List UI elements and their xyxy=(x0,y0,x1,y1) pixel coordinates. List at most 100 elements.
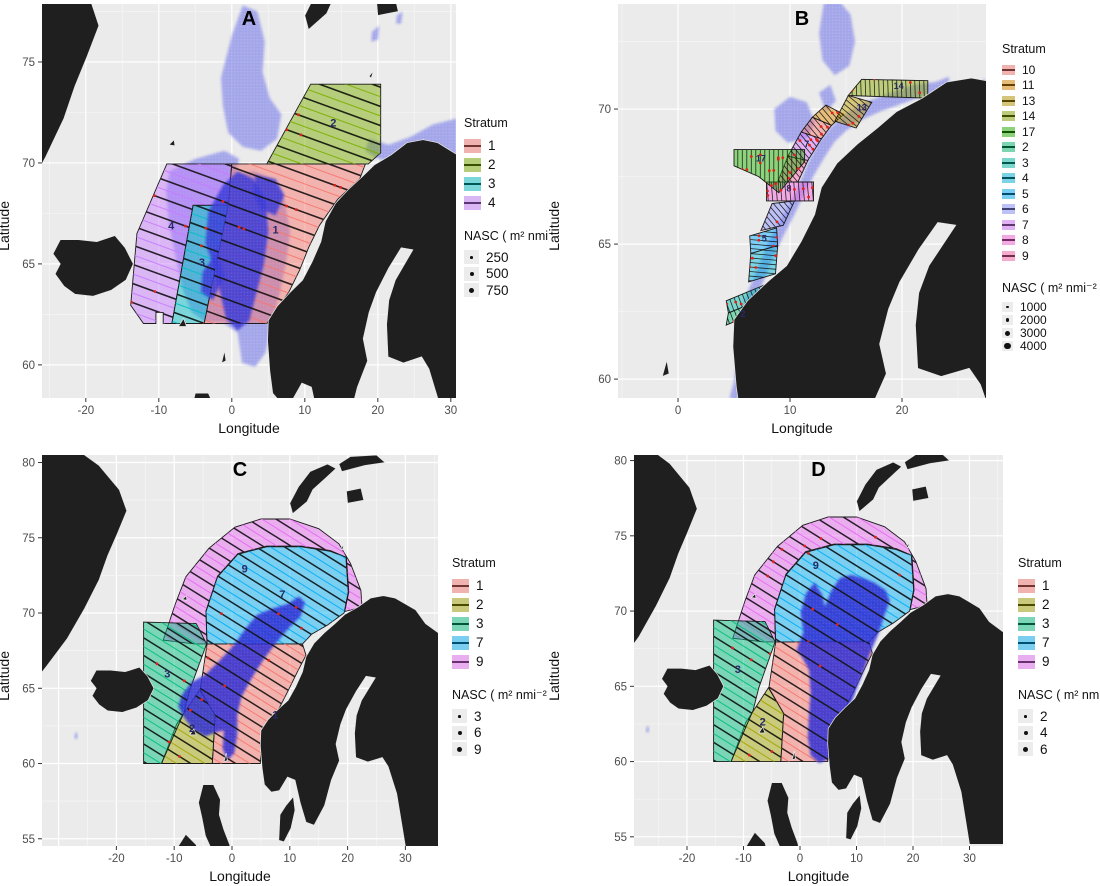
stratum-stripe xyxy=(130,283,232,324)
nasc-sample-dot xyxy=(757,238,761,242)
transect-line xyxy=(200,652,306,755)
faroe-landmass xyxy=(177,317,187,327)
stratum-color-swatch xyxy=(452,635,469,650)
nasc-sample-dot xyxy=(285,204,288,208)
stratum-color-swatch xyxy=(1002,204,1015,215)
stratum-legend-items: 1 2 3 7 9 xyxy=(1018,576,1100,671)
svalbard1-landmass xyxy=(856,461,903,513)
panel-letter: A xyxy=(241,8,257,30)
stratum-number-label: 2 xyxy=(189,723,195,735)
shetland-landmass xyxy=(661,360,670,377)
x-tick-label: 10 xyxy=(784,405,797,417)
transect-line xyxy=(749,238,778,244)
y-tick-label: 75 xyxy=(614,531,627,543)
nasc-sample-dot xyxy=(793,153,796,157)
nasc-legend-item: 4000 xyxy=(1002,340,1100,353)
nasc-legend-item: 6 xyxy=(452,725,554,742)
shetland-landmass xyxy=(223,752,228,763)
transect-line xyxy=(899,79,904,99)
nasc-sample-dot xyxy=(818,664,822,668)
stratum-stripe xyxy=(753,517,928,601)
nasc-legend-item: 9 xyxy=(452,741,554,758)
nasc-sample-dot xyxy=(758,153,762,157)
stratum-stripe xyxy=(143,622,207,694)
stratum-stripe xyxy=(161,729,214,764)
nasc-size-dot xyxy=(456,746,463,752)
nasc-sample-dot xyxy=(206,656,210,660)
ireland-landmass xyxy=(745,831,767,846)
transect-line xyxy=(895,79,899,99)
stratum-legend-item: 2 xyxy=(464,155,566,174)
stratum-number-label: 8 xyxy=(786,183,791,193)
nasc-sample-dot xyxy=(153,194,156,198)
stratum-color-swatch xyxy=(452,616,469,631)
transect-line xyxy=(748,247,778,253)
transect-line xyxy=(143,668,207,764)
nasc-legend-item: 2 xyxy=(1018,708,1100,725)
svalbard3-landmass xyxy=(376,4,399,16)
transect-line xyxy=(904,79,908,99)
stratum-stripe xyxy=(171,280,229,324)
stratum-legend-label: 1 xyxy=(476,577,484,593)
nasc-sample-dot xyxy=(772,169,776,172)
nasc-sample-dot xyxy=(754,266,758,269)
nasc-legend-title: NASC ( m² nmi⁻² ) xyxy=(1002,280,1100,295)
stratum-legend-title: Stratum xyxy=(1018,556,1062,570)
nasc-sample-dot xyxy=(774,254,778,258)
nasc-sample-dot xyxy=(747,753,751,757)
stratum-color-swatch xyxy=(1002,173,1015,184)
stratum-stripe xyxy=(761,517,928,588)
stratum-color-swatch xyxy=(1002,235,1015,246)
x-tick-label: -10 xyxy=(735,853,752,865)
y-tick-label: 65 xyxy=(598,239,611,251)
ireland-landmass xyxy=(177,833,197,846)
nasc-legend-title: NASC ( m² nmi⁻² ) xyxy=(452,688,555,702)
transect-line xyxy=(834,103,868,128)
nasc-size-dot xyxy=(1004,342,1011,350)
stratum-legend-label: 2 xyxy=(1042,596,1050,612)
nasc-size-key xyxy=(1002,315,1013,325)
stratum-legend-item: 1 xyxy=(464,136,566,155)
y-tick-label: 60 xyxy=(598,374,611,386)
shetland-landmass xyxy=(221,350,227,364)
stratum-color-swatch xyxy=(1018,635,1035,650)
transect-line xyxy=(750,517,928,599)
transect-line xyxy=(922,79,926,99)
stratum-stripe xyxy=(171,246,229,299)
transect-line xyxy=(171,252,229,311)
transect-line xyxy=(782,544,914,609)
stratum-number-label: 1 xyxy=(273,225,279,237)
transect-line xyxy=(748,269,778,276)
transect-line xyxy=(766,182,771,201)
transect-line xyxy=(130,204,232,283)
transect-line xyxy=(143,622,207,717)
x-axis-title: Longitude xyxy=(209,868,271,884)
transect-line xyxy=(206,546,349,625)
nasc-legend-label: 750 xyxy=(486,282,509,298)
stratum-color-swatch xyxy=(464,176,481,191)
stratum-color-swatch xyxy=(452,578,469,593)
stratum-stripe xyxy=(161,717,216,764)
transect-line xyxy=(266,84,381,121)
stratum-legend-item: 17 xyxy=(1002,124,1100,140)
nasc-legend-item: 2000 xyxy=(1002,314,1100,327)
x-tick-label: 30 xyxy=(444,405,457,417)
nasc-sample-dot xyxy=(300,626,303,630)
stratum-legend-label: 3 xyxy=(488,175,496,191)
transect-line xyxy=(748,256,778,262)
nasc-sample-dot xyxy=(189,708,192,712)
x-tick-label: 0 xyxy=(797,853,803,865)
stratum-stripe xyxy=(206,643,306,706)
nasc-legend-label: 6 xyxy=(474,725,482,740)
stratum-legend-label: 9 xyxy=(1022,248,1029,263)
transect-line xyxy=(772,641,873,702)
transect-line xyxy=(171,218,229,277)
stratum-stripe xyxy=(130,199,232,272)
nasc-sample-dot xyxy=(745,168,749,172)
stratum-color-swatch xyxy=(1018,616,1035,631)
transect-line xyxy=(181,519,362,602)
nasc-sample-dot xyxy=(155,662,159,666)
nasc-dot-texture xyxy=(201,251,225,301)
stratum-stripe xyxy=(225,546,349,601)
transect-line xyxy=(881,79,886,99)
